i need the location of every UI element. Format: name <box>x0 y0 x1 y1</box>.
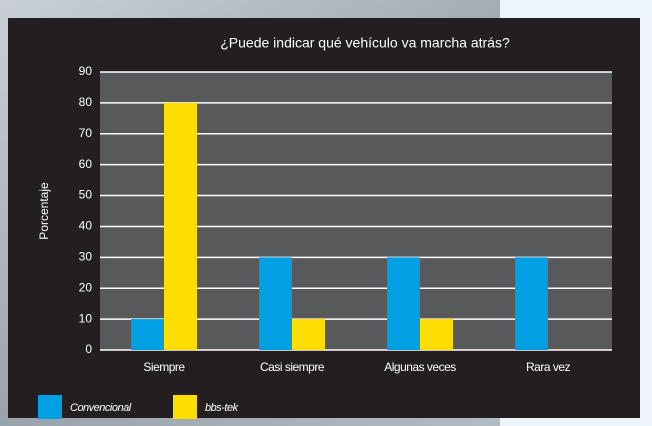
legend-label: bbs-tek <box>205 402 239 414</box>
y-tick-label: 40 <box>79 219 93 233</box>
x-tick-label: Rara vez <box>526 360 571 374</box>
bar <box>131 319 164 350</box>
bar <box>292 319 325 350</box>
bar <box>259 257 292 350</box>
bar <box>387 257 420 350</box>
y-tick-label: 0 <box>85 342 92 356</box>
y-tick-label: 10 <box>79 311 93 325</box>
y-tick-label: 70 <box>79 126 93 140</box>
y-tick-label: 30 <box>79 250 93 264</box>
bar <box>420 319 453 350</box>
x-tick-label: Siempre <box>143 360 185 374</box>
x-tick-label: Algunas veces <box>384 360 456 374</box>
y-tick-label: 80 <box>79 95 93 109</box>
bar <box>164 103 197 350</box>
y-tick-label: 90 <box>79 64 93 78</box>
legend-label: Convencional <box>70 402 132 414</box>
legend-swatch <box>173 395 197 419</box>
y-tick-label: 50 <box>79 188 93 202</box>
y-tick-label: 20 <box>79 280 93 294</box>
y-tick-label: 60 <box>79 157 93 171</box>
legend-swatch <box>38 395 62 419</box>
y-axis-label: Porcentaje <box>37 182 51 240</box>
x-tick-label: Casi siempre <box>260 360 325 374</box>
chart-title: ¿Puede indicar qué vehículo va marcha at… <box>220 35 510 51</box>
bar <box>515 257 548 350</box>
chart: ¿Puede indicar qué vehículo va marcha at… <box>0 0 652 426</box>
